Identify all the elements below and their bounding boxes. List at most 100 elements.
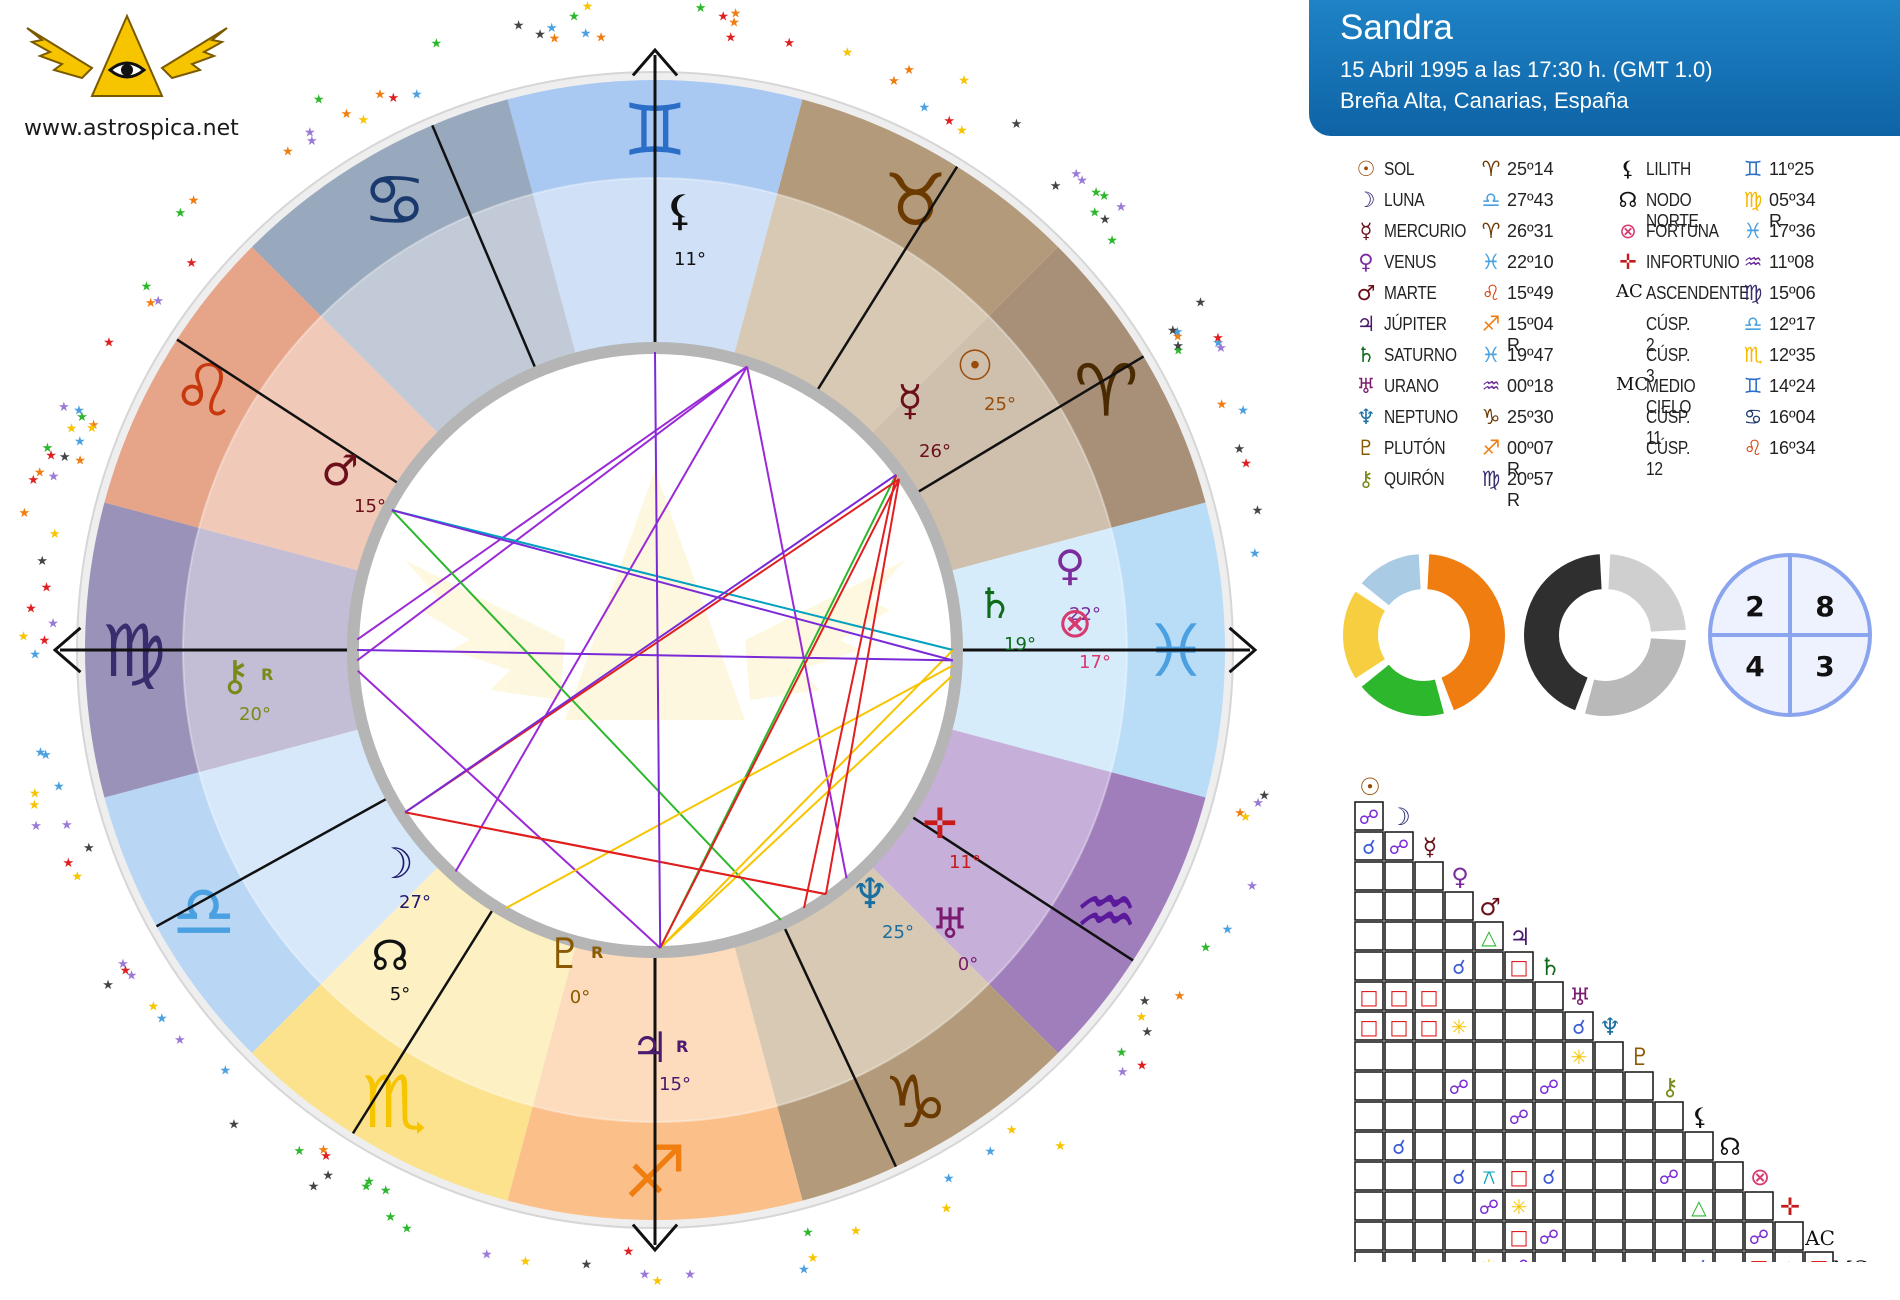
star-icon: ★	[66, 421, 78, 436]
planet-icon: ♀	[1358, 250, 1374, 274]
aspect-cell	[1504, 1011, 1534, 1041]
star-icon: ★	[903, 63, 915, 78]
planet-icon: ☿	[1359, 219, 1373, 243]
star-icon: ★	[1167, 324, 1179, 339]
square-aspect-icon: □	[1750, 1255, 1769, 1262]
conjunction-aspect-icon: ☌	[1692, 1255, 1705, 1262]
aspect-cell	[1684, 1251, 1714, 1262]
planet-glyph-icon[interactable]: ♂	[321, 446, 359, 495]
planet-position: 26º31	[1507, 221, 1554, 241]
planet-glyph-icon[interactable]: ♅	[931, 899, 969, 948]
aspect-grid-label: ✛	[1780, 1193, 1800, 1221]
aspect-cell	[1564, 1251, 1594, 1262]
star-icon: ★	[186, 256, 198, 271]
aspect-cell	[1384, 1041, 1414, 1071]
aspect-cell	[1564, 1071, 1594, 1101]
planet-name: FORTUNA	[1646, 221, 1719, 241]
aspect-cell	[1444, 1101, 1474, 1131]
opposition-aspect-icon: ☍	[1539, 1225, 1559, 1249]
aspect-grid-label: ☿	[1423, 833, 1438, 861]
planet-icon: MC	[1616, 374, 1649, 395]
sign-icon: ♊	[1743, 157, 1763, 181]
angle-arrow-icon	[1228, 626, 1258, 674]
aspect-line	[505, 664, 954, 909]
planet-glyph-icon[interactable]: ☉	[956, 341, 994, 390]
planet-glyph-icon[interactable]: ♀	[1055, 541, 1086, 590]
planet-glyph-icon[interactable]: ✛	[922, 799, 957, 848]
opposition-aspect-icon: ☍	[1389, 835, 1409, 859]
aspect-cell	[1624, 1251, 1654, 1262]
house-sector-libra	[199, 728, 442, 984]
planet-position: 19º47	[1507, 345, 1554, 365]
mode-balance-donut	[1522, 552, 1688, 718]
aspect-cell	[1444, 1041, 1474, 1071]
aspect-cell	[1564, 1011, 1594, 1041]
aspect-cell	[1654, 1191, 1684, 1221]
aspect-cell	[1414, 921, 1444, 951]
star-icon: ★	[1237, 404, 1249, 419]
aspect-grid-label: ♃	[1509, 923, 1531, 951]
planet-glyph-icon[interactable]: ☽	[376, 839, 414, 888]
site-url[interactable]: www.astrospica.net	[24, 116, 239, 141]
planet-degree: 11°	[674, 249, 706, 270]
sign-icon: ♌	[1743, 436, 1763, 460]
sign-icon: ♍	[1743, 188, 1763, 212]
planet-glyph-icon[interactable]: ☊	[371, 931, 408, 980]
sign-icon: ♏	[1743, 343, 1763, 367]
star-icon: ★	[117, 957, 129, 972]
star-icon: ★	[1076, 173, 1088, 188]
star-icon: ★	[1011, 117, 1023, 132]
planet-glyph-icon[interactable]: ♆	[851, 869, 889, 918]
aspect-cell	[1504, 1251, 1534, 1262]
opposition-aspect-icon: ☍	[1509, 1255, 1529, 1262]
sign-icon: ♓	[1743, 219, 1763, 243]
star-icon: ★	[58, 400, 70, 415]
star-icon: ★	[1054, 1139, 1066, 1154]
sign-icon: ♐	[1481, 436, 1501, 460]
planet-glyph-icon[interactable]: ⚷	[220, 651, 251, 700]
planet-position: 00º07 R	[1507, 438, 1554, 479]
aspect-cell	[1654, 1251, 1684, 1262]
aspect-line	[357, 670, 661, 949]
planet-name: CÚSP. 11	[1646, 407, 1691, 448]
planet-icon: ⚷	[1358, 467, 1374, 491]
site-logo[interactable]: www.astrospica.net	[10, 8, 240, 141]
aspect-cell	[1354, 951, 1384, 981]
planet-glyph-icon[interactable]: ⚸	[665, 186, 696, 235]
square-aspect-icon: □	[1510, 955, 1529, 979]
aspect-cell	[1534, 1101, 1564, 1131]
planet-position: 20º57 R	[1507, 469, 1554, 510]
star-icon: ★	[25, 601, 37, 616]
sextile-aspect-icon: ✳	[1571, 1045, 1588, 1069]
aspect-cell	[1384, 861, 1414, 891]
planet-name: CÚSP. 12	[1646, 438, 1691, 479]
aspect-cell	[1624, 1101, 1654, 1131]
planet-glyph-icon[interactable]: ♇	[546, 929, 584, 978]
aspect-cell	[1624, 1221, 1654, 1251]
house-sector-aries	[868, 316, 1111, 572]
aspect-cell	[1594, 1221, 1624, 1251]
aspect-cell	[1624, 1131, 1654, 1161]
aspect-grid-label: ♇	[1629, 1043, 1651, 1071]
planet-name: ASCENDENTE	[1646, 283, 1750, 303]
house-cusp-line	[913, 355, 1145, 496]
star-icon: ★	[985, 1144, 997, 1159]
planet-glyph-icon[interactable]: ♄	[976, 579, 1014, 628]
star-icon: ★	[1089, 205, 1101, 220]
star-icon: ★	[534, 28, 546, 43]
planet-glyph-icon[interactable]: ⊗	[1057, 598, 1092, 647]
aspect-cell	[1444, 981, 1474, 1011]
aspect-cell	[1474, 981, 1504, 1011]
planet-degree: 22°	[1069, 604, 1101, 625]
planet-glyph-icon[interactable]: ♃	[631, 1023, 669, 1072]
planet-name: PLUTÓN	[1384, 438, 1446, 458]
star-icon: ★	[1233, 442, 1245, 457]
star-icon: ★	[1222, 922, 1234, 937]
hemisphere-quadrants: 2 8 4 3	[1708, 553, 1872, 717]
aspect-cell	[1744, 1191, 1774, 1221]
planet-glyph-icon[interactable]: ☿	[897, 376, 923, 425]
decorative-stars: ★★★★★★★★★★★★★★★★★★★★★★★★★★★★ ★★★★★★★★★★★★…	[18, 0, 1271, 1289]
aspect-line	[404, 474, 897, 814]
aspect-grid-label: ⊗	[1750, 1163, 1770, 1191]
star-icon: ★	[1136, 1058, 1148, 1073]
